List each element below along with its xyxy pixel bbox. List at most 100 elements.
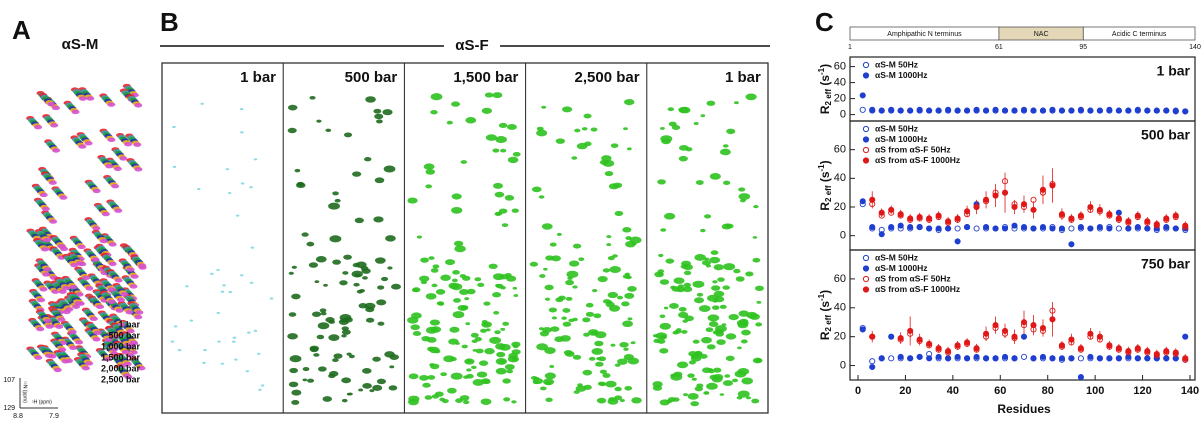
- peak: [601, 155, 612, 162]
- point: [964, 355, 971, 362]
- point: [1030, 322, 1037, 329]
- peak: [606, 300, 613, 304]
- peak: [659, 348, 669, 354]
- peak: [200, 102, 204, 105]
- boundary-label: 1: [848, 44, 852, 51]
- peak: [250, 246, 255, 249]
- peak: [86, 96, 95, 101]
- point: [1144, 355, 1151, 362]
- point: [1106, 225, 1113, 232]
- peak: [494, 330, 501, 335]
- point: [869, 106, 876, 113]
- point: [1125, 348, 1132, 355]
- peak: [627, 317, 633, 321]
- plot-frame: [849, 249, 1196, 381]
- peak: [604, 171, 614, 177]
- point: [1020, 106, 1028, 113]
- peak: [607, 256, 615, 261]
- peak: [239, 274, 244, 277]
- point: [926, 225, 933, 232]
- peak: [89, 316, 98, 322]
- peak: [735, 276, 745, 282]
- point: [954, 215, 961, 222]
- peak: [301, 232, 309, 237]
- y-axis-label-part: ): [818, 64, 832, 68]
- peak: [113, 166, 122, 172]
- legend-entry: 2,000 bar: [101, 363, 141, 373]
- peak: [34, 125, 43, 130]
- peak: [659, 279, 670, 285]
- column-label: 1,500 bar: [453, 69, 518, 86]
- peak: [421, 335, 431, 342]
- panel-title: αS-F: [455, 37, 488, 54]
- peak: [84, 141, 93, 146]
- peak: [511, 349, 521, 355]
- peak: [430, 93, 443, 101]
- point: [992, 192, 999, 199]
- point: [1068, 215, 1075, 222]
- point: [1144, 218, 1151, 225]
- peak: [425, 326, 438, 334]
- peak: [700, 228, 706, 233]
- peak: [717, 277, 725, 282]
- peak: [332, 259, 341, 265]
- point: [1096, 206, 1103, 213]
- peak: [78, 96, 87, 101]
- peak: [549, 242, 557, 247]
- column-label: 1 bar: [240, 69, 276, 86]
- point: [897, 335, 904, 342]
- peak: [709, 256, 721, 264]
- y-tick-label: 20: [834, 93, 846, 105]
- axis-label: 129: [3, 405, 15, 412]
- peak: [53, 367, 62, 373]
- peak: [381, 276, 389, 282]
- peak: [189, 319, 194, 322]
- point: [916, 224, 923, 231]
- peak: [719, 393, 725, 396]
- peak: [678, 144, 689, 151]
- peak: [583, 113, 592, 119]
- point: [945, 218, 952, 225]
- point: [1068, 336, 1075, 343]
- peak: [342, 271, 349, 275]
- point: [916, 213, 923, 221]
- peak: [316, 119, 322, 123]
- peak: [227, 191, 232, 195]
- peak: [511, 208, 519, 213]
- legend-marker: [862, 157, 870, 164]
- peak: [75, 340, 84, 345]
- point: [1068, 355, 1075, 362]
- peak: [253, 329, 258, 332]
- point: [1030, 107, 1037, 114]
- column-label: 500 bar: [345, 69, 398, 86]
- peak: [228, 291, 233, 294]
- peak: [70, 262, 79, 268]
- peak: [511, 400, 517, 404]
- peak: [623, 127, 628, 131]
- peak: [711, 285, 721, 291]
- peak: [291, 389, 302, 396]
- peak: [49, 219, 58, 224]
- peak: [688, 351, 698, 357]
- peak: [217, 340, 221, 343]
- peak: [115, 308, 124, 313]
- point: [869, 196, 876, 203]
- peak: [422, 382, 431, 388]
- peak: [105, 164, 114, 169]
- point: [992, 322, 999, 329]
- peak: [483, 379, 491, 385]
- peak: [125, 310, 134, 315]
- point: [907, 215, 914, 222]
- peak: [117, 297, 126, 303]
- peak: [288, 381, 299, 388]
- y-axis-label-part: -1: [817, 164, 826, 172]
- peak: [388, 385, 398, 391]
- y-axis-label-part: 2 eff: [824, 315, 833, 332]
- peak: [460, 160, 468, 164]
- peak: [539, 274, 546, 278]
- boundary-label: 61: [995, 44, 1003, 51]
- peak: [582, 317, 591, 323]
- peak: [492, 148, 500, 153]
- point: [1030, 355, 1037, 362]
- peak: [542, 326, 552, 333]
